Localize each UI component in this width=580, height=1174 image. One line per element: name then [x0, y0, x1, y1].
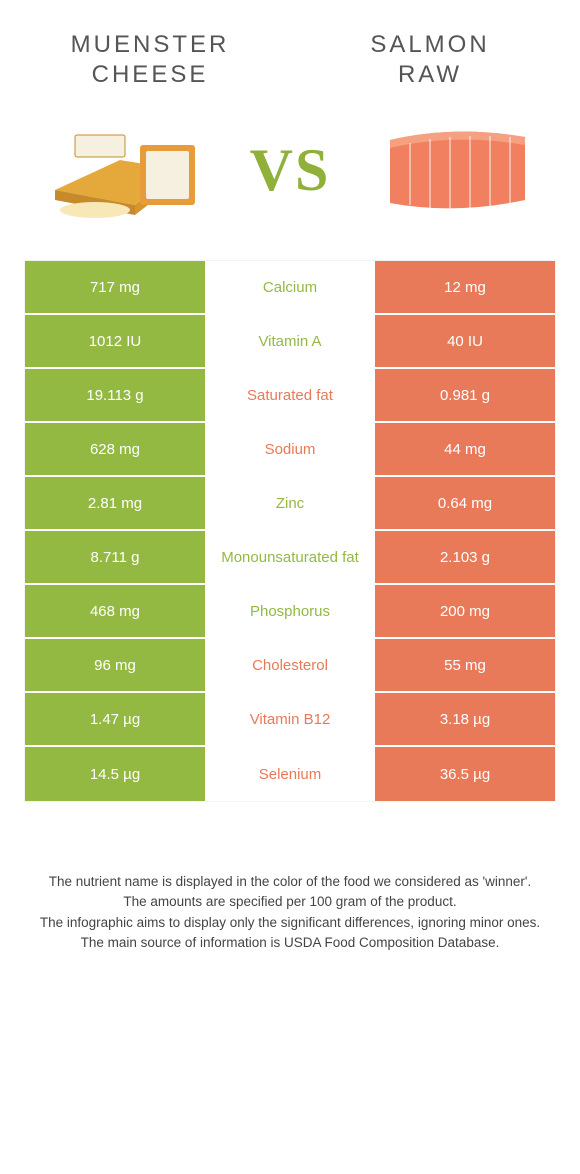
- right-title-line2: RAW: [398, 61, 462, 88]
- table-row: 468 mgPhosphorus200 mg: [25, 585, 555, 639]
- right-value: 12 mg: [375, 261, 555, 313]
- right-value: 200 mg: [375, 585, 555, 637]
- left-food-title: MUENSTER CHEESE: [50, 30, 250, 90]
- table-row: 628 mgSodium44 mg: [25, 423, 555, 477]
- right-value: 40 IU: [375, 315, 555, 367]
- left-value: 2.81 mg: [25, 477, 205, 529]
- table-row: 1.47 µgVitamin B123.18 µg: [25, 693, 555, 747]
- right-food-title: SALMON RAW: [330, 30, 530, 90]
- header: MUENSTER CHEESE SALMON RAW: [20, 30, 560, 90]
- right-value: 0.981 g: [375, 369, 555, 421]
- table-row: 1012 IUVitamin A40 IU: [25, 315, 555, 369]
- images-row: VS: [20, 115, 560, 225]
- nutrient-label: Monounsaturated fat: [205, 531, 375, 583]
- nutrient-label: Cholesterol: [205, 639, 375, 691]
- nutrient-label: Vitamin B12: [205, 693, 375, 745]
- right-title-line1: SALMON: [370, 31, 489, 58]
- left-title-line2: CHEESE: [92, 61, 209, 88]
- right-value: 55 mg: [375, 639, 555, 691]
- footnote-line: The nutrient name is displayed in the co…: [35, 872, 545, 892]
- footnotes: The nutrient name is displayed in the co…: [20, 872, 560, 953]
- left-value: 1012 IU: [25, 315, 205, 367]
- nutrient-label: Saturated fat: [205, 369, 375, 421]
- salmon-illustration: [370, 115, 540, 225]
- nutrient-label: Selenium: [205, 747, 375, 801]
- left-value: 1.47 µg: [25, 693, 205, 745]
- left-value: 717 mg: [25, 261, 205, 313]
- footnote-line: The amounts are specified per 100 gram o…: [35, 892, 545, 912]
- left-value: 468 mg: [25, 585, 205, 637]
- table-row: 96 mgCholesterol55 mg: [25, 639, 555, 693]
- nutrient-label: Zinc: [205, 477, 375, 529]
- table-row: 19.113 gSaturated fat0.981 g: [25, 369, 555, 423]
- right-value: 44 mg: [375, 423, 555, 475]
- table-row: 2.81 mgZinc0.64 mg: [25, 477, 555, 531]
- left-value: 628 mg: [25, 423, 205, 475]
- nutrient-label: Calcium: [205, 261, 375, 313]
- right-value: 0.64 mg: [375, 477, 555, 529]
- left-value: 8.711 g: [25, 531, 205, 583]
- left-value: 14.5 µg: [25, 747, 205, 801]
- cheese-illustration: [40, 115, 210, 225]
- right-value: 3.18 µg: [375, 693, 555, 745]
- left-title-line1: MUENSTER: [71, 31, 230, 58]
- left-value: 19.113 g: [25, 369, 205, 421]
- footnote-line: The infographic aims to display only the…: [35, 913, 545, 933]
- nutrient-label: Phosphorus: [205, 585, 375, 637]
- nutrient-label: Sodium: [205, 423, 375, 475]
- right-value: 2.103 g: [375, 531, 555, 583]
- table-row: 8.711 gMonounsaturated fat2.103 g: [25, 531, 555, 585]
- nutrient-label: Vitamin A: [205, 315, 375, 367]
- nutrient-table: 717 mgCalcium12 mg1012 IUVitamin A40 IU1…: [24, 260, 556, 802]
- vs-label: VS: [250, 136, 331, 205]
- right-value: 36.5 µg: [375, 747, 555, 801]
- footnote-line: The main source of information is USDA F…: [35, 933, 545, 953]
- table-row: 717 mgCalcium12 mg: [25, 261, 555, 315]
- table-row: 14.5 µgSelenium36.5 µg: [25, 747, 555, 801]
- left-value: 96 mg: [25, 639, 205, 691]
